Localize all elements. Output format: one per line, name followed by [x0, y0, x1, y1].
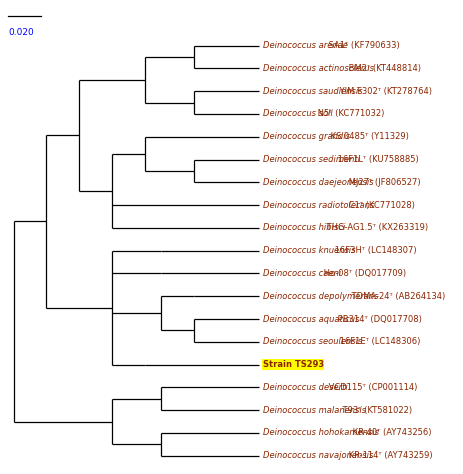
Text: N5ᵀ (KC771032): N5ᵀ (KC771032) [314, 109, 384, 118]
Text: THG-AG1.5ᵀ (KX263319): THG-AG1.5ᵀ (KX263319) [324, 223, 428, 232]
Text: Deinococcus knuensis: Deinococcus knuensis [262, 246, 354, 255]
Text: Strain TS293: Strain TS293 [262, 360, 323, 369]
Text: Deinococcus saudiensis: Deinococcus saudiensis [262, 87, 362, 96]
Text: T93ᵀ (KT581022): T93ᵀ (KT581022) [339, 406, 411, 415]
Text: Deinococcus malanensis: Deinococcus malanensis [262, 406, 365, 415]
Text: 16F1Eᵀ (LC148306): 16F1Eᵀ (LC148306) [337, 337, 420, 346]
Text: KR-114ᵀ (AY743259): KR-114ᵀ (AY743259) [345, 451, 431, 460]
Text: Deinococcus depolymerans: Deinococcus depolymerans [262, 292, 377, 301]
Text: Deinococcus grandis: Deinococcus grandis [262, 132, 349, 141]
Text: Deinococcus daejeonensis: Deinococcus daejeonensis [262, 178, 372, 187]
Text: TDMA-24ᵀ (AB264134): TDMA-24ᵀ (AB264134) [349, 292, 444, 301]
Text: Deinococcus hibisci: Deinococcus hibisci [262, 223, 344, 232]
Text: PB314ᵀ (DQ017708): PB314ᵀ (DQ017708) [334, 315, 421, 324]
Text: MJ27ᵀ (JF806527): MJ27ᵀ (JF806527) [345, 178, 419, 187]
Text: Deinococcus caeni: Deinococcus caeni [262, 269, 340, 278]
Text: BM2ᵀ (KT448814): BM2ᵀ (KT448814) [345, 64, 420, 73]
Text: 0.020: 0.020 [8, 28, 34, 37]
Text: C1ᵀ (KC771028): C1ᵀ (KC771028) [345, 201, 414, 210]
Text: Deinococcus soli: Deinococcus soli [262, 109, 332, 118]
Text: Deinococcus hohokamensis: Deinococcus hohokamensis [262, 428, 378, 438]
Text: Deinococcus arenae: Deinococcus arenae [262, 41, 347, 50]
Text: Deinococcus aquaticus: Deinococcus aquaticus [262, 315, 358, 324]
Text: 16F1Lᵀ (KU758885): 16F1Lᵀ (KU758885) [335, 155, 418, 164]
Text: Ho-08ᵀ (DQ017709): Ho-08ᵀ (DQ017709) [320, 269, 406, 278]
Text: KR-40ᵀ (AY743256): KR-40ᵀ (AY743256) [349, 428, 430, 438]
Text: Deinococcus navajonensis: Deinococcus navajonensis [262, 451, 372, 460]
Text: Deinococcus radiotolerans: Deinococcus radiotolerans [262, 201, 373, 210]
Text: Deinococcus deserti: Deinococcus deserti [262, 383, 347, 392]
Text: YIM F302ᵀ (KT278764): YIM F302ᵀ (KT278764) [337, 87, 432, 96]
Text: Deinococcus sedimenti: Deinococcus sedimenti [262, 155, 359, 164]
Text: KS 0485ᵀ (Y11329): KS 0485ᵀ (Y11329) [327, 132, 408, 141]
Text: SA1ᵀ (KF790633): SA1ᵀ (KF790633) [325, 41, 399, 50]
Text: VCD115ᵀ (CP001114): VCD115ᵀ (CP001114) [325, 383, 417, 392]
Text: Deinococcus actinosclerus: Deinococcus actinosclerus [262, 64, 373, 73]
Text: Deinococcus seoulensis: Deinococcus seoulensis [262, 337, 361, 346]
Text: 16F3Hᵀ (LC148307): 16F3Hᵀ (LC148307) [332, 246, 416, 255]
